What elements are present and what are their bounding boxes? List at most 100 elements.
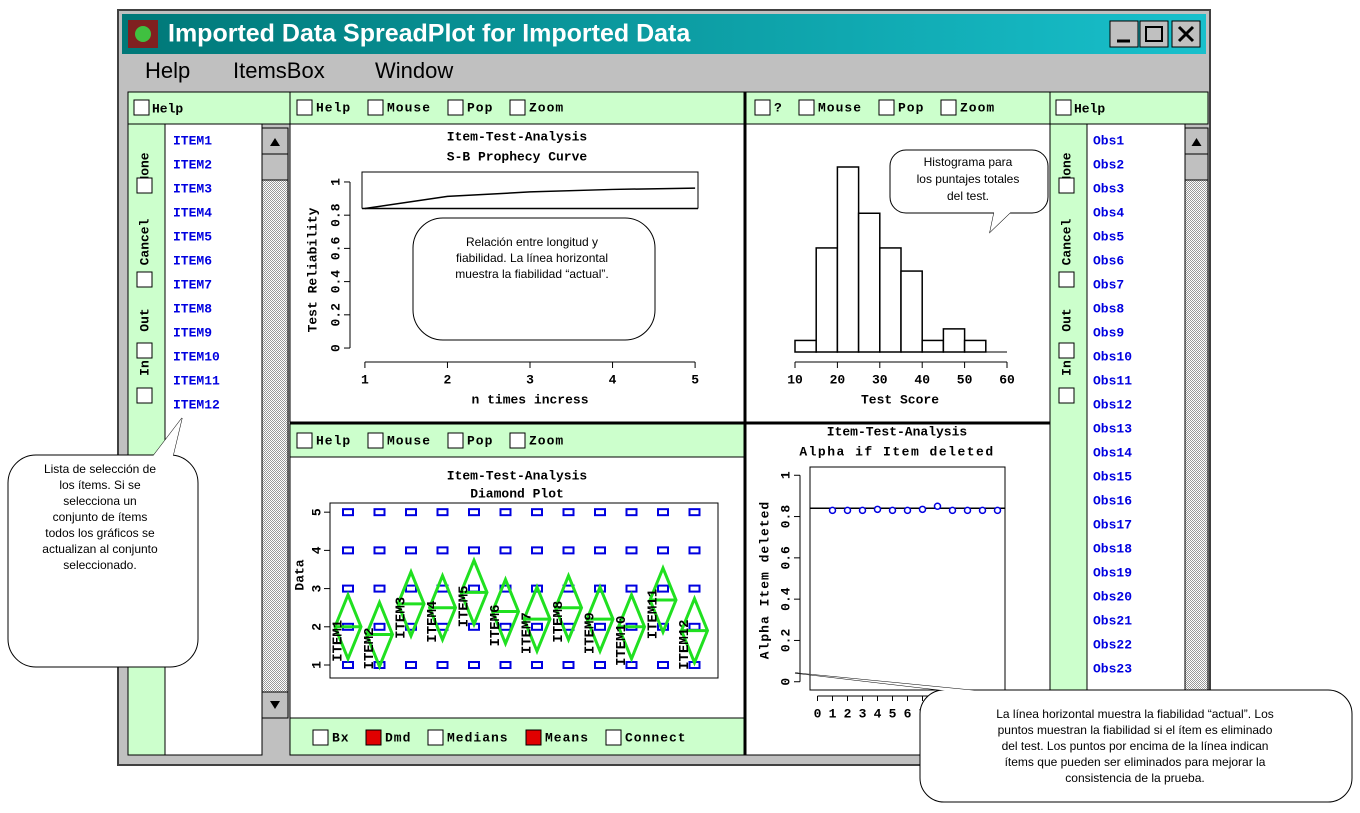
callout-text: consistencia de la prueba. bbox=[1065, 771, 1204, 785]
x-tick-label: 3 bbox=[526, 372, 534, 387]
checkbox[interactable] bbox=[136, 271, 153, 288]
toolbar-label: Help bbox=[316, 433, 351, 448]
x-tick-label: 40 bbox=[914, 372, 930, 387]
response-point bbox=[657, 508, 669, 517]
checkbox[interactable] bbox=[367, 432, 384, 449]
y-tick-label: 0.4 bbox=[778, 587, 793, 611]
response-point bbox=[657, 661, 669, 670]
response-point bbox=[499, 622, 512, 631]
plot-title: Diamond Plot bbox=[470, 486, 564, 501]
scroll-down[interactable] bbox=[261, 691, 289, 719]
response-point bbox=[468, 546, 480, 555]
minimize-button[interactable] bbox=[1109, 20, 1139, 48]
callout-text: todos los gráficos se bbox=[45, 526, 155, 540]
list-item: ITEM4 bbox=[173, 205, 212, 220]
y-tick-label: 5 bbox=[309, 508, 324, 516]
list-item: ITEM5 bbox=[173, 229, 212, 244]
list-item: Obs5 bbox=[1093, 229, 1124, 244]
obs-header bbox=[1049, 91, 1209, 125]
callout-text: Histograma para bbox=[924, 155, 1013, 169]
checkbox[interactable] bbox=[1055, 99, 1072, 116]
response-point bbox=[594, 546, 606, 555]
window-buttons[interactable] bbox=[1109, 20, 1201, 48]
y-tick-label: 0.8 bbox=[328, 203, 343, 227]
panel-header: Help bbox=[1074, 101, 1105, 116]
hist-toolbar bbox=[744, 91, 1051, 125]
response-point bbox=[405, 661, 417, 670]
y-axis-label: Alpha Item deleted bbox=[757, 501, 772, 659]
callout-text: ítems que pueden ser eliminados para mej… bbox=[1005, 755, 1266, 769]
checkbox[interactable] bbox=[940, 99, 957, 116]
callout-tail-join bbox=[150, 418, 182, 460]
option-label: Cancel bbox=[1059, 218, 1074, 265]
callout-text: actualizan al conjunto bbox=[42, 542, 158, 556]
alpha-point bbox=[843, 506, 852, 515]
checkbox[interactable] bbox=[1058, 271, 1075, 288]
checkbox[interactable] bbox=[296, 432, 313, 449]
callout-text: selecciona un bbox=[63, 494, 136, 508]
checkbox[interactable] bbox=[296, 99, 313, 116]
y-tick-label: 0.4 bbox=[328, 270, 343, 294]
response-point bbox=[562, 546, 575, 555]
list-item: ITEM6 bbox=[173, 253, 212, 268]
plot-title: S-B Prophecy Curve bbox=[447, 149, 588, 164]
checkbox[interactable] bbox=[1058, 342, 1075, 359]
response-point bbox=[468, 661, 480, 670]
checkbox[interactable] bbox=[605, 729, 622, 746]
toolbar-label: Zoom bbox=[529, 433, 564, 448]
checkbox[interactable] bbox=[367, 99, 384, 116]
checkbox[interactable] bbox=[312, 729, 329, 746]
y-tick-label: 1 bbox=[328, 178, 343, 186]
item-label: ITEM1 bbox=[331, 620, 347, 662]
toolbar-label: Connect bbox=[625, 730, 687, 745]
checkbox[interactable] bbox=[509, 432, 526, 449]
scroll-thumb[interactable] bbox=[1184, 153, 1209, 181]
toolbar-label: Pop bbox=[467, 433, 493, 448]
checkbox[interactable] bbox=[509, 99, 526, 116]
x-tick-label: 4 bbox=[609, 372, 617, 387]
response-point bbox=[405, 546, 417, 555]
response-point bbox=[594, 661, 606, 670]
list-item: Obs23 bbox=[1093, 661, 1132, 676]
checkbox[interactable] bbox=[878, 99, 895, 116]
response-point bbox=[499, 508, 512, 517]
checkbox[interactable] bbox=[365, 729, 382, 746]
checkbox[interactable] bbox=[1058, 177, 1075, 194]
option-label: In bbox=[137, 360, 152, 376]
alpha-point bbox=[858, 506, 867, 515]
checkbox[interactable] bbox=[447, 99, 464, 116]
list-item: Obs1 bbox=[1093, 133, 1124, 148]
y-tick-label: 0 bbox=[778, 678, 793, 686]
x-tick-label: 1 bbox=[829, 706, 837, 721]
item-label: ITEM3 bbox=[394, 597, 410, 639]
callout-text: seleccionado. bbox=[63, 558, 136, 572]
checkbox[interactable] bbox=[754, 99, 771, 116]
alpha-point bbox=[948, 506, 957, 515]
callout-tail-join bbox=[990, 208, 1015, 232]
response-point bbox=[342, 546, 354, 555]
list-item: Obs8 bbox=[1093, 301, 1124, 316]
histogram-bar bbox=[857, 212, 881, 353]
checkbox[interactable] bbox=[447, 432, 464, 449]
response-point bbox=[562, 661, 575, 670]
checkbox[interactable] bbox=[525, 729, 542, 746]
checkbox[interactable] bbox=[133, 99, 150, 116]
y-tick-label: 0.6 bbox=[328, 236, 343, 260]
option-label: None bbox=[1059, 152, 1074, 183]
checkbox[interactable] bbox=[1058, 387, 1075, 404]
checkbox[interactable] bbox=[136, 342, 153, 359]
checkbox[interactable] bbox=[136, 177, 153, 194]
item-label: ITEM8 bbox=[551, 601, 567, 643]
checkbox[interactable] bbox=[798, 99, 815, 116]
list-item: Obs16 bbox=[1093, 493, 1132, 508]
y-tick-label: 1 bbox=[778, 471, 793, 479]
scroll-thumb[interactable] bbox=[261, 153, 289, 181]
checkbox[interactable] bbox=[136, 387, 153, 404]
close-button[interactable] bbox=[1171, 20, 1201, 48]
maximize-button[interactable] bbox=[1139, 20, 1169, 48]
item-label: ITEM6 bbox=[488, 605, 504, 647]
response-point bbox=[531, 546, 543, 555]
checkbox[interactable] bbox=[427, 729, 444, 746]
response-point bbox=[436, 661, 449, 670]
response-point bbox=[657, 546, 669, 555]
